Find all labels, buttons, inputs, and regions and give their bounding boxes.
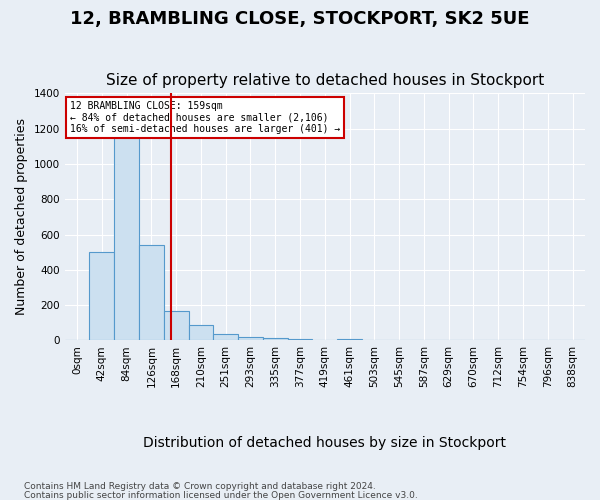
- Bar: [337, 338, 362, 340]
- Bar: [214, 334, 238, 340]
- Text: 12, BRAMBLING CLOSE, STOCKPORT, SK2 5UE: 12, BRAMBLING CLOSE, STOCKPORT, SK2 5UE: [70, 10, 530, 28]
- X-axis label: Distribution of detached houses by size in Stockport: Distribution of detached houses by size …: [143, 436, 506, 450]
- Text: 12 BRAMBLING CLOSE: 159sqm
← 84% of detached houses are smaller (2,106)
16% of s: 12 BRAMBLING CLOSE: 159sqm ← 84% of deta…: [70, 100, 340, 134]
- Title: Size of property relative to detached houses in Stockport: Size of property relative to detached ho…: [106, 73, 544, 88]
- Y-axis label: Number of detached properties: Number of detached properties: [15, 118, 28, 316]
- Bar: [164, 312, 188, 340]
- Bar: [287, 339, 313, 340]
- Bar: [89, 252, 114, 340]
- Bar: [139, 245, 164, 340]
- Bar: [238, 336, 263, 340]
- Text: Contains HM Land Registry data © Crown copyright and database right 2024.: Contains HM Land Registry data © Crown c…: [24, 482, 376, 491]
- Bar: [114, 136, 139, 340]
- Bar: [263, 338, 287, 340]
- Bar: [188, 326, 214, 340]
- Text: Contains public sector information licensed under the Open Government Licence v3: Contains public sector information licen…: [24, 490, 418, 500]
